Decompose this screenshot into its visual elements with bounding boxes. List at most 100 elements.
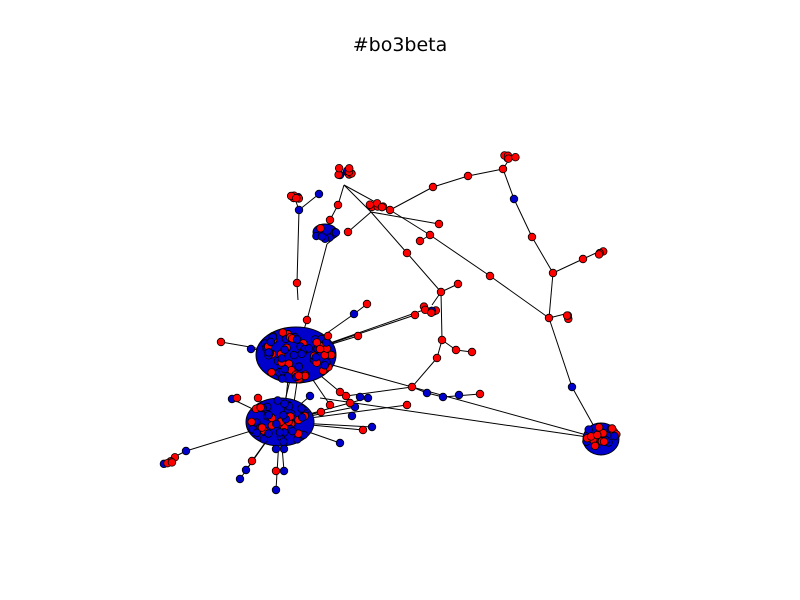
red-node xyxy=(475,389,485,399)
cluster-main-node xyxy=(311,353,321,362)
cluster-lower xyxy=(245,396,315,447)
cluster-lower-node xyxy=(288,426,297,436)
cluster-right-node xyxy=(599,437,609,446)
clump-left-node xyxy=(167,458,177,467)
clump-top-node xyxy=(345,164,354,173)
cluster-main-node xyxy=(278,328,287,337)
cluster-lower-node xyxy=(297,404,306,413)
cluster-main-node xyxy=(266,337,275,347)
red-node xyxy=(410,310,420,320)
red-node xyxy=(253,393,263,403)
cluster-main-node xyxy=(312,338,322,347)
cluster-lower-node xyxy=(256,403,265,412)
red-node xyxy=(425,230,435,240)
cluster-lower-node xyxy=(252,428,262,438)
cluster-main-node xyxy=(297,349,306,359)
red-node xyxy=(271,466,281,476)
red-node xyxy=(407,382,417,392)
red-node xyxy=(434,219,444,229)
blue-node xyxy=(241,465,251,475)
cluster-right xyxy=(582,422,621,456)
clump-top-left xyxy=(286,191,304,203)
clump-top-right-node xyxy=(511,152,520,162)
cluster-lower-node xyxy=(280,399,289,408)
cluster-main-node xyxy=(294,371,303,381)
clump-mid-node xyxy=(427,308,436,317)
blue-node xyxy=(349,309,359,319)
graph-edge xyxy=(432,175,469,188)
blue-node xyxy=(335,438,345,448)
blue-node xyxy=(509,194,519,204)
blue-node xyxy=(181,446,191,456)
red-node xyxy=(345,398,355,408)
clump-upper-mid xyxy=(365,199,388,212)
cluster-main-node xyxy=(304,344,314,353)
red-node xyxy=(578,254,588,264)
graph-edge xyxy=(296,209,300,284)
cluster-main-node xyxy=(277,374,287,383)
graph-edge xyxy=(319,397,602,440)
graph-edge xyxy=(548,317,573,388)
red-node xyxy=(548,268,558,278)
cluster-lower-node xyxy=(279,411,288,420)
graph-edge xyxy=(370,211,440,225)
graph-edge xyxy=(429,234,491,277)
cluster-lower-node xyxy=(275,428,285,437)
blue-node xyxy=(367,422,377,432)
red-node xyxy=(437,335,447,345)
clump-top-right-node xyxy=(504,154,513,163)
graph-edge xyxy=(440,291,443,341)
graph-edge xyxy=(406,252,442,293)
blue-node xyxy=(454,390,464,400)
clump-right-mid xyxy=(562,311,573,324)
clump-right-mid-node xyxy=(562,311,572,320)
cluster-main-node xyxy=(320,361,329,370)
node-layer xyxy=(181,164,588,495)
red-node xyxy=(353,331,363,341)
cluster-lower-node xyxy=(273,396,282,405)
red-node xyxy=(451,345,461,355)
red-node xyxy=(325,215,335,225)
graph-edge xyxy=(343,184,372,213)
blue-node xyxy=(567,382,577,392)
blue-node xyxy=(235,474,245,484)
graph-edge xyxy=(531,236,554,274)
blue-node xyxy=(271,444,281,454)
red-node xyxy=(362,299,372,309)
cluster-main-node xyxy=(289,350,299,360)
cluster-main-node xyxy=(280,364,290,374)
cluster-right-node xyxy=(607,424,617,433)
graph-edge xyxy=(347,211,372,233)
cluster-lower-node xyxy=(259,435,269,444)
red-node xyxy=(232,393,242,403)
cluster-right-node xyxy=(584,425,593,434)
red-node xyxy=(436,287,446,297)
red-node xyxy=(463,171,473,181)
graph-edge xyxy=(345,386,413,397)
red-node xyxy=(415,236,425,246)
cluster-lower-node xyxy=(298,413,307,422)
clump-top-node xyxy=(334,163,344,173)
cluster-upper-blue xyxy=(312,223,341,244)
red-node xyxy=(325,400,335,410)
blue-node xyxy=(438,392,448,402)
graph-title: #bo3beta xyxy=(352,34,448,56)
clump-right-upper-node xyxy=(594,250,604,259)
cluster-right-node xyxy=(594,423,604,432)
red-node xyxy=(544,313,554,323)
red-node xyxy=(302,315,312,325)
red-node xyxy=(432,353,442,363)
red-node xyxy=(247,456,257,466)
clump-right-upper xyxy=(594,247,608,259)
red-node xyxy=(335,387,345,397)
graph-edge xyxy=(295,354,602,440)
blue-node xyxy=(314,189,324,199)
clump-upper-mid-node xyxy=(377,202,387,212)
graph-edge xyxy=(298,193,320,211)
cluster-right-node xyxy=(593,430,602,440)
red-node xyxy=(216,337,226,347)
red-node xyxy=(402,400,412,410)
cluster-main-node xyxy=(280,345,289,354)
cluster-main-node xyxy=(315,344,325,354)
